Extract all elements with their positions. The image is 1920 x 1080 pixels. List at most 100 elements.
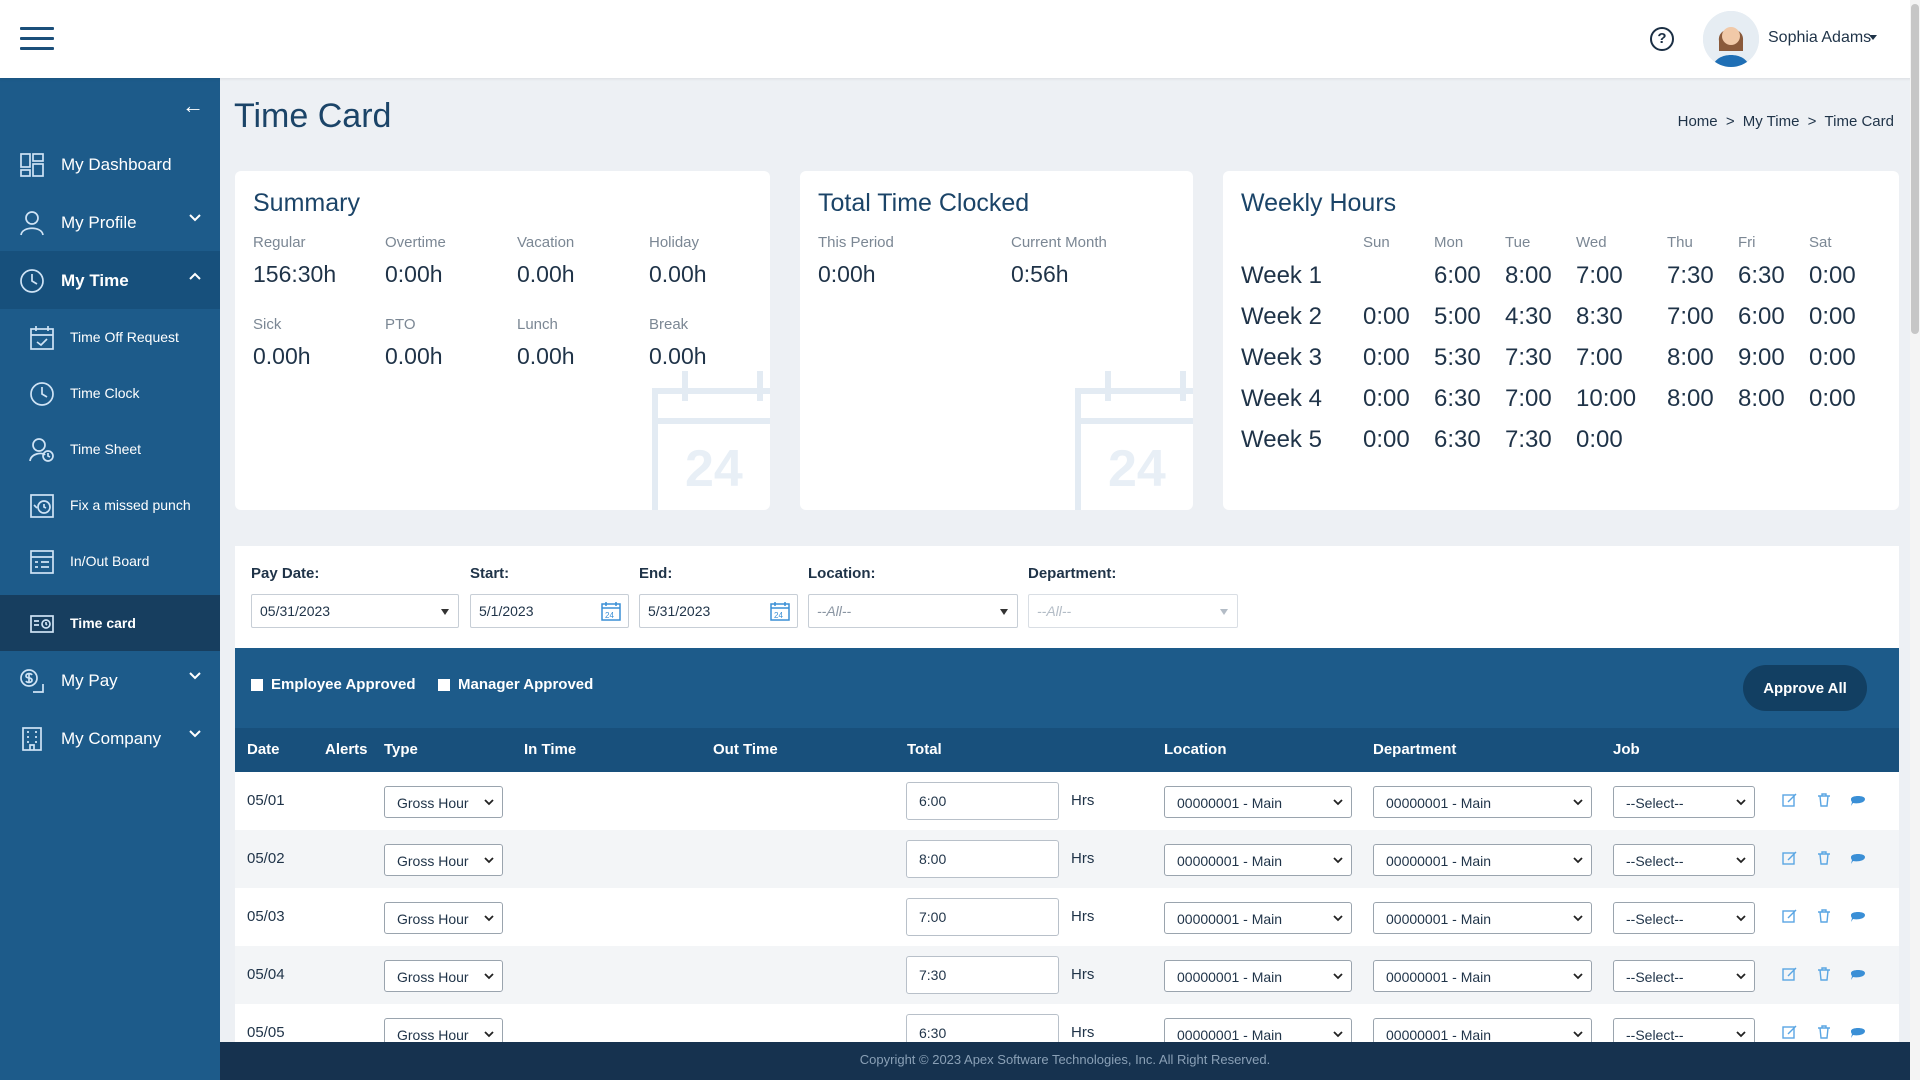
end-date-input[interactable]: 5/31/2023 24	[639, 594, 798, 628]
end-date-value: 5/31/2023	[648, 603, 711, 619]
chevron-down-icon[interactable]	[188, 727, 202, 741]
total-hours-input[interactable]: 7:30	[906, 956, 1059, 994]
job-select[interactable]: --Select--	[1613, 844, 1755, 876]
sidebar-item-my-pay[interactable]: My Pay	[0, 651, 220, 709]
sidebar-item-my-time[interactable]: My Time	[0, 251, 220, 309]
chevron-down-icon[interactable]	[188, 211, 202, 225]
pay-date-label: Pay Date:	[251, 565, 320, 582]
employee-approved-checkbox[interactable]: Employee Approved	[251, 676, 415, 693]
avatar[interactable]	[1703, 11, 1759, 67]
user-name[interactable]: Sophia Adams	[1768, 29, 1872, 46]
row-date: 05/05	[247, 1024, 285, 1041]
job-select[interactable]: --Select--	[1613, 902, 1755, 934]
location-label: Location:	[808, 565, 876, 582]
job-select[interactable]: --Select--	[1613, 1018, 1755, 1044]
department-value: 00000001 - Main	[1386, 795, 1492, 811]
edit-icon[interactable]	[1782, 850, 1798, 866]
department-select[interactable]: 00000001 - Main	[1373, 960, 1592, 992]
question-circle-icon[interactable]: ?	[1650, 27, 1674, 51]
total-hours-input[interactable]: 7:00	[906, 898, 1059, 936]
chevron-down-icon	[1333, 915, 1343, 922]
type-select[interactable]: Gross Hour	[384, 1018, 503, 1044]
breadcrumb-home[interactable]: Home	[1677, 113, 1718, 130]
comment-icon[interactable]	[1850, 850, 1866, 866]
chevron-up-icon[interactable]	[188, 269, 202, 283]
pay-date-select[interactable]: 05/31/2023	[251, 594, 459, 628]
job-select[interactable]: --Select--	[1613, 786, 1755, 818]
checkbox[interactable]	[251, 679, 263, 692]
chevron-down-icon	[1736, 1031, 1746, 1038]
edit-icon[interactable]	[1782, 908, 1798, 924]
total-value: 6:30	[919, 1025, 947, 1041]
day-header: Thu	[1667, 234, 1693, 251]
edit-icon[interactable]	[1782, 1024, 1798, 1040]
sidebar-item-in-out-board[interactable]: In/Out Board	[0, 533, 220, 589]
total-hours-input[interactable]: 6:00	[906, 782, 1059, 820]
calendar-icon[interactable]: 24	[769, 600, 791, 622]
breadcrumb-separator: >	[1725, 113, 1735, 130]
rights-text: All Right Reserved.	[1156, 1052, 1271, 1067]
location-select[interactable]: 00000001 - Main	[1164, 844, 1352, 876]
sidebar-item-label: My Company	[61, 729, 162, 748]
department-select[interactable]: 00000001 - Main	[1373, 844, 1592, 876]
sidebar-item-my-company[interactable]: My Company	[0, 709, 220, 767]
department-select[interactable]: 00000001 - Main	[1373, 902, 1592, 934]
trash-icon[interactable]	[1816, 966, 1832, 982]
department-select[interactable]: 00000001 - Main	[1373, 786, 1592, 818]
week-day-hours: 6:00	[1738, 303, 1785, 330]
trash-icon[interactable]	[1816, 850, 1832, 866]
comment-icon[interactable]	[1850, 1024, 1866, 1040]
location-select[interactable]: 00000001 - Main	[1164, 902, 1352, 934]
sidebar-item-time-sheet[interactable]: Time Sheet	[0, 421, 220, 477]
sidebar-item-fix-missed-punch[interactable]: Fix a missed punch	[0, 477, 220, 533]
edit-icon[interactable]	[1782, 966, 1798, 982]
department-select[interactable]: 00000001 - Main	[1373, 1018, 1592, 1044]
job-select[interactable]: --Select--	[1613, 960, 1755, 992]
department-select[interactable]: --All--	[1028, 594, 1238, 628]
arrow-left-icon[interactable]: ←	[182, 93, 204, 118]
sidebar-item-time-clock[interactable]: Time Clock	[0, 365, 220, 421]
approve-all-button[interactable]: Approve All	[1743, 665, 1867, 711]
edit-icon[interactable]	[1782, 792, 1798, 808]
total-hours-input[interactable]: 8:00	[906, 840, 1059, 878]
location-select[interactable]: 00000001 - Main	[1164, 1018, 1352, 1044]
comment-icon[interactable]	[1850, 792, 1866, 808]
comment-icon[interactable]	[1850, 908, 1866, 924]
total-hours-input[interactable]: 6:30	[906, 1014, 1059, 1044]
stat-value: 0.00h	[517, 261, 575, 287]
scrollbar-thumb[interactable]	[1911, 4, 1919, 334]
trash-icon[interactable]	[1816, 792, 1832, 808]
week-day-hours: 9:00	[1738, 344, 1785, 371]
job-value: --Select--	[1626, 853, 1684, 869]
trash-icon[interactable]	[1816, 1024, 1832, 1040]
user-clock-icon	[29, 438, 54, 462]
comment-icon[interactable]	[1850, 966, 1866, 982]
checkbox[interactable]	[438, 679, 450, 692]
location-select[interactable]: 00000001 - Main	[1164, 786, 1352, 818]
hamburger-icon[interactable]	[20, 27, 54, 51]
sidebar-item-time-card[interactable]: Time card	[0, 595, 220, 651]
total-time-clocked-card: Total Time Clocked This Period 0:00h Cur…	[800, 171, 1193, 510]
location-select[interactable]: --All--	[808, 594, 1018, 628]
chevron-down-icon[interactable]	[1869, 35, 1877, 40]
type-select[interactable]: Gross Hour	[384, 786, 503, 818]
sidebar-item-time-off-request[interactable]: Time Off Request	[0, 309, 220, 365]
start-date-input[interactable]: 5/1/2023 24	[470, 594, 629, 628]
type-select[interactable]: Gross Hour	[384, 960, 503, 992]
breadcrumb-my-time[interactable]: My Time	[1742, 113, 1800, 130]
trash-icon[interactable]	[1816, 908, 1832, 924]
sidebar-item-profile[interactable]: My Profile	[0, 193, 220, 251]
calendar-icon[interactable]: 24	[600, 600, 622, 622]
location-select[interactable]: 00000001 - Main	[1164, 960, 1352, 992]
sidebar-item-dashboard[interactable]: My Dashboard	[0, 135, 220, 193]
page-scrollbar[interactable]	[1910, 0, 1920, 1080]
stat-label: Break	[649, 316, 689, 333]
day-header: Sun	[1363, 234, 1390, 251]
manager-approved-checkbox[interactable]: Manager Approved	[438, 676, 593, 693]
week-day-hours: 0:00	[1809, 262, 1856, 289]
type-select[interactable]: Gross Hour	[384, 902, 503, 934]
type-select[interactable]: Gross Hour	[384, 844, 503, 876]
sidebar-item-label: My Pay	[61, 671, 118, 690]
chevron-down-icon[interactable]	[188, 669, 202, 683]
chevron-down-icon	[1573, 1031, 1583, 1038]
